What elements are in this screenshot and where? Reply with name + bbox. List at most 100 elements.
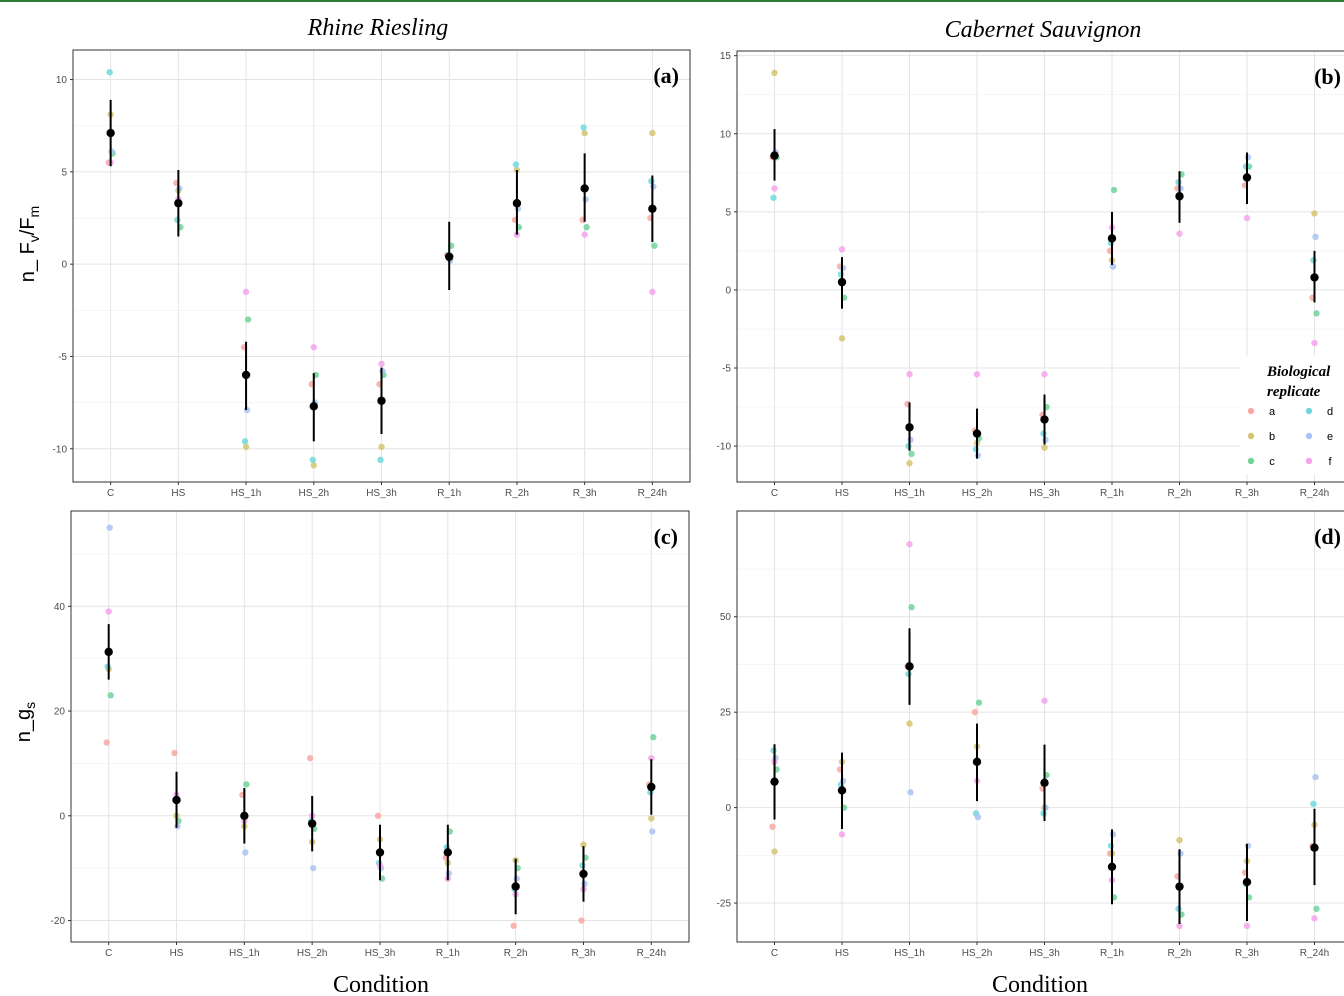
x-tick-label: R_24h <box>637 948 666 959</box>
y-axis-title-top-main: n_ F <box>17 242 39 282</box>
legend-key-e: e <box>1327 431 1333 443</box>
mean-point <box>1107 234 1117 243</box>
replicate-point-c <box>243 781 250 788</box>
replicate-point-a <box>769 823 776 830</box>
legend-swatch-d <box>1305 407 1313 415</box>
replicate-point-b <box>771 69 778 77</box>
replicate-point-e <box>974 813 982 821</box>
mean-point <box>648 204 657 213</box>
mean-point <box>172 795 181 805</box>
replicate-point-a <box>578 917 585 924</box>
panel-1: -10 -5 0 5 10 C HS HS_1h HS_2h HS_3h R_1h R_2h R_3h R… <box>53 49 691 499</box>
x-tick-label: R_3h <box>572 948 596 959</box>
replicate-point-b <box>242 443 250 451</box>
legend-key-a: a <box>1269 406 1276 418</box>
replicate-point-d <box>512 161 520 168</box>
replicate-point-f <box>838 831 846 838</box>
mean-point <box>1310 273 1319 282</box>
legend-swatch-b <box>1247 432 1255 440</box>
replicate-point-e <box>1109 831 1117 838</box>
replicate-point-d <box>1310 800 1317 808</box>
replicate-point-f <box>242 288 250 296</box>
x-tick-label: C <box>105 948 112 959</box>
x-tick-label: HS_2h <box>962 488 993 499</box>
y-tick-label: -25 <box>717 899 732 910</box>
y-tick-label: 5 <box>61 167 67 178</box>
legend-swatch-c <box>1247 457 1255 465</box>
mean-point <box>309 402 318 411</box>
y-axis-title-bottom: n_gs <box>13 702 38 742</box>
replicate-point-a <box>374 812 382 819</box>
x-tick-label: HS_1h <box>894 948 925 959</box>
x-axis-title-right: Condition <box>992 972 1088 996</box>
mean-point <box>512 199 522 208</box>
y-tick-label: 25 <box>720 708 732 719</box>
replicate-point-f <box>1041 371 1048 378</box>
mean-point <box>377 396 386 405</box>
y-tick-label: 0 <box>61 260 67 271</box>
x-tick-label: R_3h <box>1235 488 1259 499</box>
replicate-point-b <box>1041 444 1048 451</box>
legend-title-line1: Biological <box>1266 364 1331 380</box>
legend: Biological replicate a b c d e f <box>1240 356 1344 474</box>
replicate-point-f <box>1243 922 1251 930</box>
replicate-point-e <box>1312 773 1319 781</box>
legend-key-f: f <box>1328 456 1332 468</box>
replicate-point-f <box>906 371 913 378</box>
mean-point <box>580 184 589 193</box>
panels: -10 -5 0 5 10 C HS HS_1h HS_2h HS_3h R_1h R_2h R_3h R… <box>51 49 1344 959</box>
replicate-point-c <box>244 316 252 323</box>
x-tick-label: HS_2h <box>298 488 329 499</box>
replicate-point-f <box>1311 339 1318 347</box>
panel-label: (c) <box>654 524 678 549</box>
replicate-point-d <box>309 456 316 464</box>
mean-point <box>445 252 454 261</box>
mean-point <box>905 662 914 671</box>
panel-title-right: Cabernet Sauvignon <box>945 17 1142 43</box>
y-tick-label: 15 <box>720 51 732 62</box>
replicate-point-e <box>242 849 249 856</box>
mean-point <box>647 782 656 792</box>
legend-title-line2: replicate <box>1267 384 1321 400</box>
y-tick-label: -5 <box>58 352 67 363</box>
replicate-point-f <box>771 185 778 192</box>
y-tick-label: 40 <box>54 602 66 613</box>
y-tick-label: 0 <box>725 285 731 296</box>
y-axis-title-top-v: v <box>26 235 42 242</box>
replicate-point-a <box>103 739 110 746</box>
x-tick-label: R_1h <box>437 488 461 499</box>
replicate-point-f <box>838 246 846 253</box>
replicate-point-f <box>906 541 913 548</box>
replicate-point-c <box>583 224 590 231</box>
replicate-point-b <box>649 129 656 137</box>
x-tick-label: R_3h <box>573 488 597 499</box>
mean-point <box>837 277 847 287</box>
x-tick-label: HS <box>835 948 849 959</box>
x-tick-label: R_3h <box>1235 948 1259 959</box>
legend-swatch-f <box>1305 457 1313 465</box>
y-tick-label: -10 <box>717 442 732 453</box>
replicate-point-c <box>975 699 983 706</box>
legend-key-c: c <box>1269 456 1275 468</box>
replicate-point-f <box>581 231 588 238</box>
x-tick-label: HS_3h <box>1029 488 1060 499</box>
mean-point <box>1242 877 1252 887</box>
mean-point <box>106 128 115 138</box>
panel-label: (a) <box>653 63 679 88</box>
y-tick-label: 0 <box>725 803 731 814</box>
replicate-point-c <box>1110 186 1118 194</box>
replicate-point-b <box>906 460 913 467</box>
mean-point <box>241 370 251 380</box>
mean-point <box>579 869 588 879</box>
mean-point <box>1310 843 1319 852</box>
x-tick-label: R_24h <box>638 488 667 499</box>
mean-point <box>972 429 982 438</box>
panel-title-left: Rhine Riesling <box>307 15 449 41</box>
y-tick-label: -10 <box>53 444 68 455</box>
replicate-point-c <box>908 450 915 458</box>
replicate-point-f <box>1041 697 1048 704</box>
legend-swatch-a <box>1247 407 1255 415</box>
mean-point <box>1040 778 1049 788</box>
replicate-point-d <box>106 68 113 76</box>
